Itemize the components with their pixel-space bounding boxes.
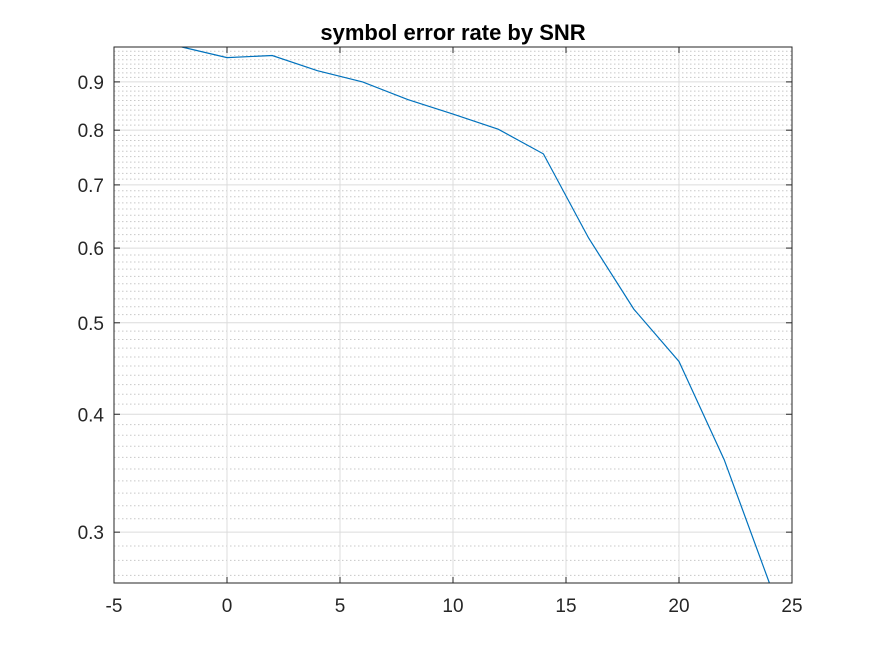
x-tick-label: 0 xyxy=(222,596,233,617)
y-tick-label: 0.9 xyxy=(78,73,104,94)
x-tick-label: 10 xyxy=(442,596,463,617)
chart-title: symbol error rate by SNR xyxy=(320,20,585,45)
tick-labels-layer: -5 0 5 10 15 20 25 0.3 0.4 0.5 0.6 0.7 0.8 0.9 xyxy=(78,73,803,617)
x-tick-label: 15 xyxy=(555,596,576,617)
y-tick-label: 0.3 xyxy=(78,523,104,544)
series-line xyxy=(181,46,770,584)
x-tick-label: 25 xyxy=(781,596,802,617)
x-tick-label: 20 xyxy=(668,596,689,617)
x-tick-label: 5 xyxy=(335,596,346,617)
x-tick-label: -5 xyxy=(106,596,123,617)
major-grid xyxy=(114,47,792,583)
y-tick-label: 0.6 xyxy=(78,239,104,260)
y-tick-label: 0.4 xyxy=(78,405,105,426)
ticks-layer xyxy=(113,47,793,583)
series-layer xyxy=(181,46,770,584)
y-tick-label: 0.8 xyxy=(78,121,104,142)
y-tick-label: 0.5 xyxy=(78,314,104,335)
y-tick-label: 0.7 xyxy=(78,176,104,197)
